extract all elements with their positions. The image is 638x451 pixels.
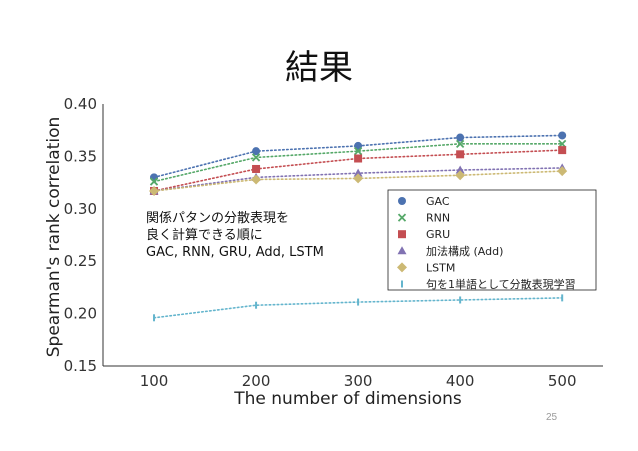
series-0 (150, 131, 567, 182)
data-point (150, 173, 159, 182)
data-point (558, 131, 567, 140)
y-tick-label: 0.20 (64, 305, 97, 323)
y-axis-label: Spearman's rank correlation (44, 117, 64, 357)
data-point (252, 164, 261, 173)
legend-box (387, 189, 597, 291)
data-point (456, 150, 465, 159)
y-tick-label: 0.30 (64, 200, 97, 218)
data-point (456, 139, 465, 148)
data-point (353, 173, 364, 184)
legend-marker (398, 230, 406, 239)
x-marker-stroke (353, 147, 363, 156)
x-marker-stroke (251, 153, 261, 162)
annotation-line: GAC, RNN, GRU, Add, LSTM (146, 245, 324, 260)
legend-label: GRU (426, 228, 450, 241)
legend-label: 加法構成 (Add) (426, 244, 503, 258)
legend-label: LSTM (426, 261, 455, 274)
legend-marker (397, 246, 407, 255)
page-number: 25 (546, 412, 558, 423)
x-marker-stroke (149, 177, 159, 186)
data-point (557, 166, 568, 177)
x-marker-stroke (456, 139, 465, 148)
series-4 (149, 166, 568, 196)
series-5 (153, 294, 564, 322)
data-point (353, 168, 363, 177)
legend-marker (397, 262, 407, 273)
legend-label: GAC (426, 195, 450, 208)
x-marker-stroke (397, 213, 407, 222)
data-point (558, 146, 567, 155)
data-point (455, 165, 465, 174)
series-1 (149, 139, 567, 186)
y-tick-label: 0.40 (64, 95, 97, 113)
y-tick-label: 0.25 (64, 252, 97, 270)
data-point (149, 177, 159, 186)
data-point (251, 153, 261, 162)
series-line (153, 149, 563, 192)
annotation-line: 関係パタンの分散表現を (146, 211, 289, 226)
data-point (149, 185, 160, 196)
slide-title: 結果 (285, 48, 353, 88)
x-tick-label: 500 (548, 372, 577, 390)
data-point (456, 133, 465, 142)
legend-marker (397, 213, 407, 222)
x-tick-label: 400 (446, 372, 475, 390)
x-axis-label: The number of dimensions (233, 389, 462, 409)
series-line (153, 143, 563, 183)
legend-label: 句を1単語として分散表現学習 (426, 277, 576, 291)
data-point (353, 147, 363, 156)
y-tick-label: 0.35 (64, 147, 97, 165)
data-point (455, 170, 466, 181)
x-tick-label: 200 (242, 372, 271, 390)
x-tick-label: 300 (344, 372, 373, 390)
data-point (252, 147, 261, 156)
data-point (251, 174, 262, 185)
y-tick-label: 0.15 (64, 357, 97, 375)
annotation-line: 良く計算できる順に (146, 227, 263, 243)
x-tick-label: 100 (140, 372, 169, 390)
legend-label: RNN (426, 212, 450, 225)
data-point (354, 154, 363, 163)
legend-marker (398, 197, 406, 205)
